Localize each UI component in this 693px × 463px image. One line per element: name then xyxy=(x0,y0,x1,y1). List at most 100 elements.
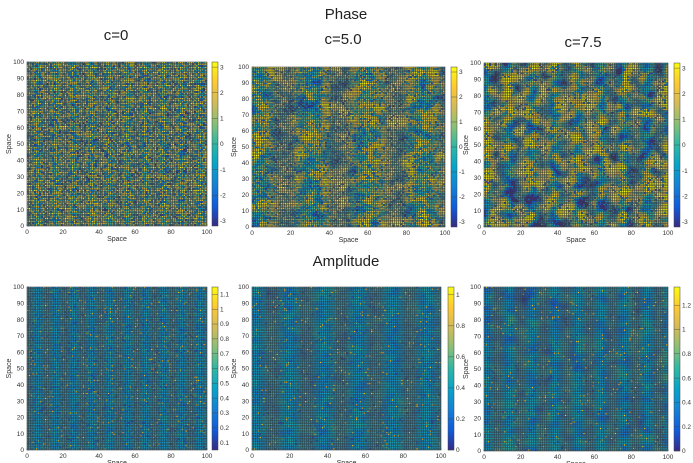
heatmap-cells-phase-c0 xyxy=(27,62,207,226)
y-tick-label: 100 xyxy=(238,284,249,291)
colorbar-tick-label: 3 xyxy=(459,69,463,76)
y-tick-label: 20 xyxy=(17,190,25,197)
x-tick-label: 20 xyxy=(59,229,67,236)
x-tick-label: 60 xyxy=(362,453,370,460)
x-tick-label: 80 xyxy=(628,454,636,461)
heatmap-panel-phase-c7-5: 0 20 40 60 80 1000102030405060708090100SpaceS… xyxy=(463,60,688,244)
heatmap-panel-amplitude-c5: 0204060801000102030405060708090100SpaceS… xyxy=(231,284,465,463)
x-axis-label: Space xyxy=(107,460,127,463)
heatmap-panels: 0 20 40 60 80 1000102030405060708090100SpaceS… xyxy=(6,59,691,463)
colorbar-tick-label: 0 xyxy=(220,141,224,148)
x-tick-label: 80 xyxy=(167,229,175,236)
y-tick-label: 80 xyxy=(474,317,482,324)
y-tick-label: 0 xyxy=(245,224,249,231)
y-tick-label: 60 xyxy=(474,350,482,357)
y-tick-label: 90 xyxy=(17,76,25,83)
x-tick-label: 100 xyxy=(663,454,674,461)
y-tick-label: 0 xyxy=(477,224,481,231)
colorbar-tick-label: 0.6 xyxy=(456,354,465,361)
y-tick-label: 60 xyxy=(242,349,250,356)
y-tick-label: 100 xyxy=(470,284,481,291)
y-tick-label: 40 xyxy=(17,382,25,389)
heatmap-panel-phase-c0: 0 20 40 60 80 1000102030405060708090100SpaceS… xyxy=(6,59,226,243)
colorbar-tick-label: -1 xyxy=(682,168,688,175)
y-tick-label: 50 xyxy=(242,144,250,151)
colorbar-tick-label: 0.4 xyxy=(220,395,229,402)
y-tick-label: 40 xyxy=(17,158,25,165)
y-tick-label: 90 xyxy=(17,301,25,308)
column-label-c0: c=0 xyxy=(104,27,129,44)
x-tick-label: 0 xyxy=(25,453,29,460)
y-tick-label: 0 xyxy=(245,447,249,454)
y-tick-label: 70 xyxy=(17,108,25,115)
x-tick-label: 100 xyxy=(202,229,213,236)
colorbar-tick-label: 0.6 xyxy=(682,375,691,382)
x-tick-label: 60 xyxy=(131,453,139,460)
x-tick-label: 0 xyxy=(250,230,254,237)
y-tick-label: 70 xyxy=(242,333,250,340)
column-label-c7-5: c=7.5 xyxy=(564,34,601,51)
colorbar-tick-label: 1 xyxy=(220,116,224,123)
colorbar-tick-label: -3 xyxy=(459,219,465,226)
y-tick-label: 30 xyxy=(17,398,25,405)
colorbar-tick-label: -3 xyxy=(682,219,688,226)
y-tick-label: 80 xyxy=(474,93,482,100)
colorbar-tick-label: 1 xyxy=(682,117,686,124)
colorbar-amplitude-c7-5 xyxy=(673,286,681,452)
y-tick-label: 50 xyxy=(474,366,482,373)
y-tick-label: 20 xyxy=(474,191,482,198)
y-tick-label: 50 xyxy=(242,366,250,373)
colorbar-amplitude-c5 xyxy=(447,286,455,451)
y-tick-label: 10 xyxy=(474,432,482,439)
x-tick-label: 80 xyxy=(167,453,175,460)
colorbar-tick-label: 0.8 xyxy=(220,336,229,343)
section-label-phase: Phase xyxy=(325,6,368,23)
y-tick-label: 80 xyxy=(242,317,250,324)
colorbar-tick-label: 0 xyxy=(682,448,686,455)
y-tick-label: 20 xyxy=(242,415,250,422)
x-tick-label: 80 xyxy=(403,230,411,237)
y-tick-label: 80 xyxy=(242,96,250,103)
colorbar-tick-label: 1 xyxy=(682,327,686,334)
colorbar-tick-label: 0.2 xyxy=(220,425,229,432)
y-tick-label: 30 xyxy=(474,175,482,182)
colorbar-tick-label: 1 xyxy=(220,306,224,313)
colorbar-tick-label: 0.7 xyxy=(220,351,229,358)
x-axis-label: Space xyxy=(339,237,359,244)
colorbar-tick-label: 2 xyxy=(459,94,463,101)
y-tick-label: 60 xyxy=(17,125,25,132)
y-axis-label: Space xyxy=(231,137,238,157)
heatmap-cells-amplitude-c0 xyxy=(27,287,207,450)
colorbar-tick-label: 2 xyxy=(682,91,686,98)
x-tick-label: 20 xyxy=(517,454,525,461)
x-tick-label: 40 xyxy=(554,454,562,461)
x-tick-label: 40 xyxy=(326,230,334,237)
x-axis-label: Space xyxy=(107,236,127,243)
y-axis-label: Space xyxy=(463,135,470,155)
colorbar-tick-label: -1 xyxy=(459,169,465,176)
y-tick-label: 100 xyxy=(470,60,481,67)
y-tick-label: 30 xyxy=(474,399,482,406)
colorbar-tick-label: 1 xyxy=(459,119,463,126)
y-tick-label: 70 xyxy=(474,333,482,340)
y-tick-label: 50 xyxy=(17,141,25,148)
x-tick-label: 0 xyxy=(482,454,486,461)
x-tick-label: 100 xyxy=(440,230,451,237)
y-tick-label: 60 xyxy=(17,349,25,356)
y-tick-label: 90 xyxy=(242,301,250,308)
x-tick-label: 40 xyxy=(95,453,103,460)
y-tick-label: 100 xyxy=(13,284,24,291)
x-tick-label: 60 xyxy=(591,454,599,461)
heatmap-cells-amplitude-c5 xyxy=(252,287,441,450)
colorbar-tick-label: -2 xyxy=(682,193,688,200)
y-axis-label: Space xyxy=(6,134,13,154)
heatmap-cells-amplitude-c7-5 xyxy=(484,287,668,451)
y-tick-label: 10 xyxy=(242,431,250,438)
y-tick-label: 10 xyxy=(474,208,482,215)
x-tick-label: 20 xyxy=(59,453,67,460)
colorbar-tick-label: 0.5 xyxy=(220,381,229,388)
y-tick-label: 80 xyxy=(17,317,25,324)
x-axis-label: Space xyxy=(337,460,357,463)
